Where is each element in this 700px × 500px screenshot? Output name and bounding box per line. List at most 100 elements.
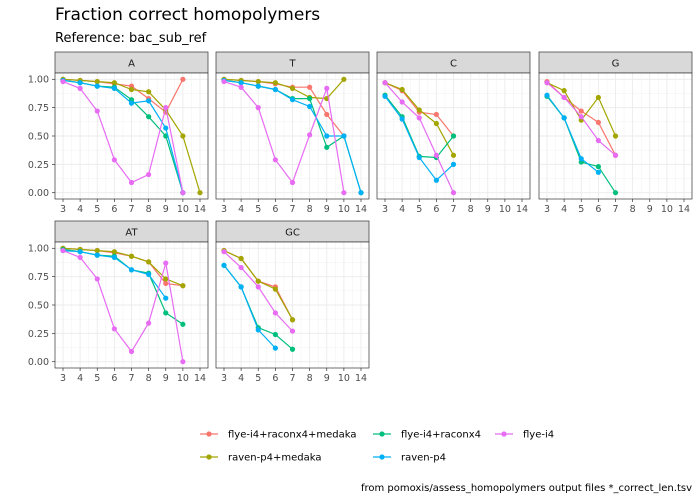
data-point (416, 154, 422, 161)
series-line (62, 81, 184, 193)
data-point (358, 190, 364, 196)
facet-label: A (128, 59, 135, 70)
panel-a: A 3 4 5 6 7 8 9 10 14 0.00 0.25 0.50 0.75 1.00 (28, 51, 209, 215)
data-point (433, 152, 439, 158)
x-tick-label: 6 (272, 204, 278, 215)
data-point (163, 310, 169, 316)
data-point (180, 133, 186, 139)
data-point (238, 255, 244, 262)
data-point (595, 94, 601, 101)
x-tick-label: 14 (355, 373, 367, 384)
y-tick-label: 0.25 (28, 329, 49, 340)
data-point (238, 80, 244, 86)
data-point (128, 253, 135, 259)
data-point (289, 97, 296, 103)
x-tick-label: 14 (678, 204, 690, 215)
x-tick-label: 9 (163, 204, 169, 215)
series-line (62, 250, 184, 362)
data-point (612, 152, 619, 158)
data-point (180, 190, 186, 196)
data-point (255, 327, 261, 333)
x-tick-label: 9 (485, 204, 491, 215)
legend-key-point (206, 454, 212, 460)
data-point (578, 114, 584, 120)
data-point (289, 328, 296, 334)
data-point (60, 247, 66, 254)
data-point (77, 254, 83, 260)
facet-label: T (288, 59, 296, 70)
series-line (62, 79, 184, 193)
x-tick-label: 10 (661, 204, 673, 215)
series-line (223, 264, 276, 349)
x-tick-label: 6 (111, 373, 117, 384)
data-point (324, 111, 330, 118)
x-tick-label: 5 (255, 373, 261, 384)
data-point (77, 249, 83, 255)
x-tick-label: 3 (60, 373, 66, 384)
data-point (255, 284, 261, 290)
facet-label: AT (125, 228, 138, 239)
data-point (341, 190, 347, 196)
data-point (128, 267, 135, 273)
legend-label: flye-i4+raconx4+medaka (228, 430, 356, 441)
series-line (223, 78, 345, 100)
x-tick-label: 6 (595, 204, 601, 215)
chart-subtitle: Reference: bac_sub_ref (55, 31, 207, 46)
x-tick-label: 3 (221, 204, 227, 215)
data-point (272, 331, 278, 338)
y-tick-label: 0.75 (28, 272, 49, 283)
chart-caption: from pomoxis/assess_homopolymers output … (361, 483, 692, 494)
x-tick-label: 7 (289, 373, 295, 384)
x-tick-label: 8 (307, 373, 313, 384)
data-point (94, 252, 100, 258)
y-tick-label: 0.50 (28, 131, 49, 142)
data-point (289, 179, 296, 186)
x-tick-label: 4 (561, 204, 567, 215)
x-tick-label: 3 (382, 204, 388, 215)
data-point (433, 120, 439, 127)
data-point (612, 190, 619, 196)
data-point (60, 78, 66, 85)
x-tick-label: 7 (289, 204, 295, 215)
data-point (111, 80, 117, 86)
legend: flye-i4+raconx4+medaka raven-p4+medaka fly… (200, 430, 554, 464)
legend-key-point (379, 454, 385, 460)
x-tick-label: 14 (194, 204, 206, 215)
x-tick-label: 7 (128, 373, 134, 384)
data-point (578, 156, 584, 162)
data-point (561, 94, 567, 101)
panel-g: G 3 4 5 6 7 8 9 10 14 (538, 51, 693, 215)
facet-label: C (450, 59, 457, 70)
data-point (146, 98, 152, 104)
x-tick-label: 4 (77, 373, 83, 384)
data-point (197, 190, 203, 196)
y-tick-label: 0.75 (28, 103, 49, 114)
data-point (544, 80, 550, 86)
x-tick-label: 14 (516, 204, 528, 215)
data-point (238, 284, 244, 290)
data-point (146, 89, 152, 95)
data-point (561, 88, 567, 94)
legend-item: raven-p4+medaka (200, 453, 321, 464)
x-tick-label: 5 (416, 204, 422, 215)
data-point (255, 83, 261, 89)
data-point (595, 164, 601, 170)
panel-at: AT 3 4 5 6 7 8 9 10 14 0.00 0.25 0.50 0.75 1.00 (28, 220, 209, 384)
data-point (111, 326, 117, 332)
x-tick-label: 8 (630, 204, 636, 215)
data-point (399, 86, 405, 93)
data-point (111, 249, 117, 255)
x-tick-label: 4 (238, 204, 244, 215)
panel-t: T 3 4 5 6 7 8 9 10 14 (215, 51, 370, 215)
x-tick-label: 4 (238, 373, 244, 384)
data-point (595, 119, 601, 125)
data-point (307, 95, 313, 102)
data-point (307, 84, 313, 90)
y-tick-label: 0.50 (28, 300, 49, 311)
data-point (146, 259, 152, 265)
legend-item: flye-i4+raconx4 (373, 430, 481, 441)
data-point (272, 86, 278, 93)
y-tick-label: 0.00 (28, 188, 49, 199)
x-tick-label: 10 (338, 204, 350, 215)
